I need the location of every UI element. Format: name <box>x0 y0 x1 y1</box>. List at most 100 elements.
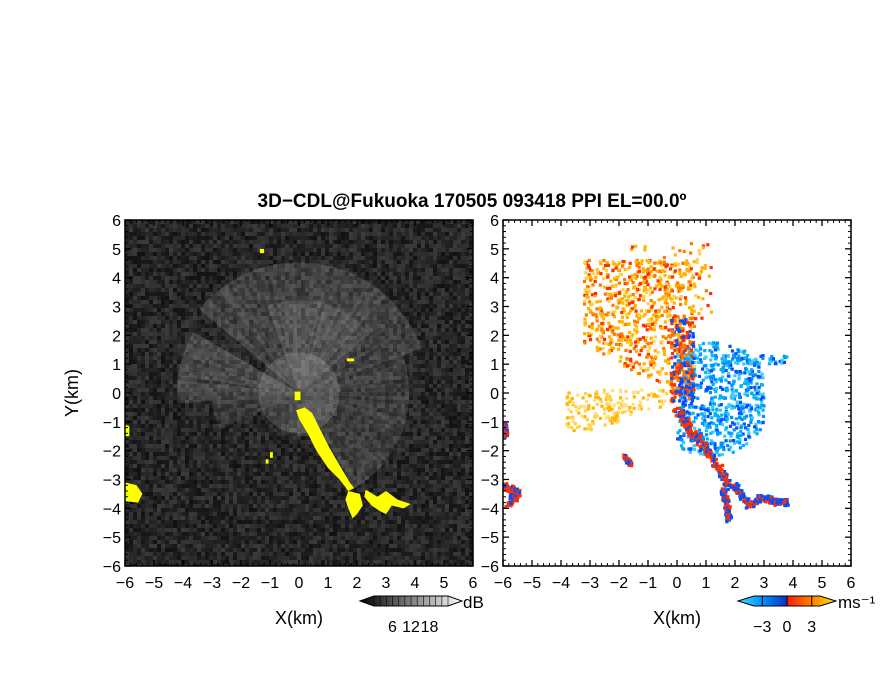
snr-noise-cell <box>189 364 193 368</box>
snr-noise-cell <box>409 412 413 416</box>
snr-noise-cell <box>301 264 305 268</box>
snr-noise-cell <box>269 396 273 400</box>
snr-noise-cell <box>193 428 197 432</box>
snr-noise-cell <box>157 444 161 448</box>
snr-noise-cell <box>449 240 453 244</box>
snr-noise-cell <box>305 308 309 312</box>
snr-noise-cell <box>301 292 305 296</box>
snr-noise-cell <box>225 284 229 288</box>
snr-noise-cell <box>461 384 465 388</box>
snr-noise-cell <box>401 312 405 316</box>
snr-noise-cell <box>217 332 221 336</box>
snr-noise-cell <box>177 404 181 408</box>
snr-noise-cell <box>321 316 325 320</box>
snr-noise-cell <box>309 256 313 260</box>
snr-noise-cell <box>165 360 169 364</box>
snr-noise-cell <box>293 260 297 264</box>
snr-noise-cell <box>297 356 301 360</box>
snr-noise-cell <box>309 340 313 344</box>
snr-noise-cell <box>265 336 269 340</box>
snr-noise-cell <box>149 328 153 332</box>
snr-noise-cell <box>461 436 465 440</box>
snr-noise-cell <box>197 300 201 304</box>
snr-noise-cell <box>237 384 241 388</box>
snr-noise-cell <box>293 252 297 256</box>
snr-noise-cell <box>265 404 269 408</box>
snr-noise-cell <box>221 328 225 332</box>
snr-noise-cell <box>253 236 257 240</box>
snr-noise-cell <box>173 288 177 292</box>
snr-noise-cell <box>145 448 149 452</box>
snr-noise-cell <box>401 280 405 284</box>
snr-noise-cell <box>273 352 277 356</box>
snr-noise-cell <box>241 332 245 336</box>
snr-noise-cell <box>209 408 213 412</box>
snr-noise-cell <box>401 252 405 256</box>
snr-noise-cell <box>273 324 277 328</box>
snr-noise-cell <box>297 264 301 268</box>
snr-noise-cell <box>301 440 305 444</box>
snr-noise-cell <box>173 264 177 268</box>
snr-noise-cell <box>145 376 149 380</box>
snr-noise-cell <box>397 344 401 348</box>
snr-noise-cell <box>465 244 469 248</box>
snr-noise-cell <box>133 336 137 340</box>
snr-noise-cell <box>429 260 433 264</box>
snr-noise-cell <box>365 328 369 332</box>
snr-noise-cell <box>365 300 369 304</box>
snr-noise-cell <box>305 328 309 332</box>
snr-noise-cell <box>349 440 353 444</box>
snr-noise-cell <box>213 376 217 380</box>
snr-noise-cell <box>185 416 189 420</box>
snr-noise-cell <box>281 444 285 448</box>
snr-noise-cell <box>457 308 461 312</box>
snr-noise-cell <box>357 248 361 252</box>
snr-noise-cell <box>221 436 225 440</box>
snr-noise-cell <box>441 232 445 236</box>
snr-noise-cell <box>293 352 297 356</box>
snr-noise-cell <box>281 364 285 368</box>
snr-noise-cell <box>417 316 421 320</box>
snr-noise-cell <box>269 228 273 232</box>
snr-noise-cell <box>261 444 265 448</box>
snr-noise-cell <box>249 228 253 232</box>
snr-noise-cell <box>145 360 149 364</box>
snr-noise-cell <box>217 444 221 448</box>
snr-noise-cell <box>213 400 217 404</box>
snr-noise-cell <box>465 412 469 416</box>
snr-noise-cell <box>441 252 445 256</box>
snr-noise-cell <box>409 224 413 228</box>
snr-noise-cell <box>377 388 381 392</box>
snr-noise-cell <box>153 360 157 364</box>
snr-noise-cell <box>197 304 201 308</box>
snr-noise-cell <box>401 232 405 236</box>
snr-noise-cell <box>281 356 285 360</box>
snr-noise-cell <box>297 344 301 348</box>
snr-noise-cell <box>145 292 149 296</box>
snr-noise-cell <box>157 380 161 384</box>
snr-noise-cell <box>285 308 289 312</box>
snr-noise-cell <box>265 252 269 256</box>
snr-noise-cell <box>241 316 245 320</box>
snr-noise-cell <box>265 388 269 392</box>
snr-noise-cell <box>345 404 349 408</box>
snr-noise-cell <box>325 380 329 384</box>
snr-noise-cell <box>417 388 421 392</box>
snr-noise-cell <box>141 352 145 356</box>
snr-noise-cell <box>157 428 161 432</box>
snr-noise-cell <box>129 292 133 296</box>
snr-noise-cell <box>237 400 241 404</box>
snr-noise-cell <box>137 312 141 316</box>
snr-noise-cell <box>189 444 193 448</box>
snr-noise-cell <box>157 276 161 280</box>
snr-noise-cell <box>289 360 293 364</box>
snr-noise-cell <box>465 384 469 388</box>
snr-noise-cell <box>329 372 333 376</box>
snr-noise-cell <box>389 384 393 388</box>
snr-noise-cell <box>413 424 417 428</box>
snr-noise-cell <box>237 368 241 372</box>
snr-noise-cell <box>293 320 297 324</box>
snr-noise-cell <box>345 268 349 272</box>
snr-noise-cell <box>197 372 201 376</box>
snr-noise-cell <box>233 436 237 440</box>
